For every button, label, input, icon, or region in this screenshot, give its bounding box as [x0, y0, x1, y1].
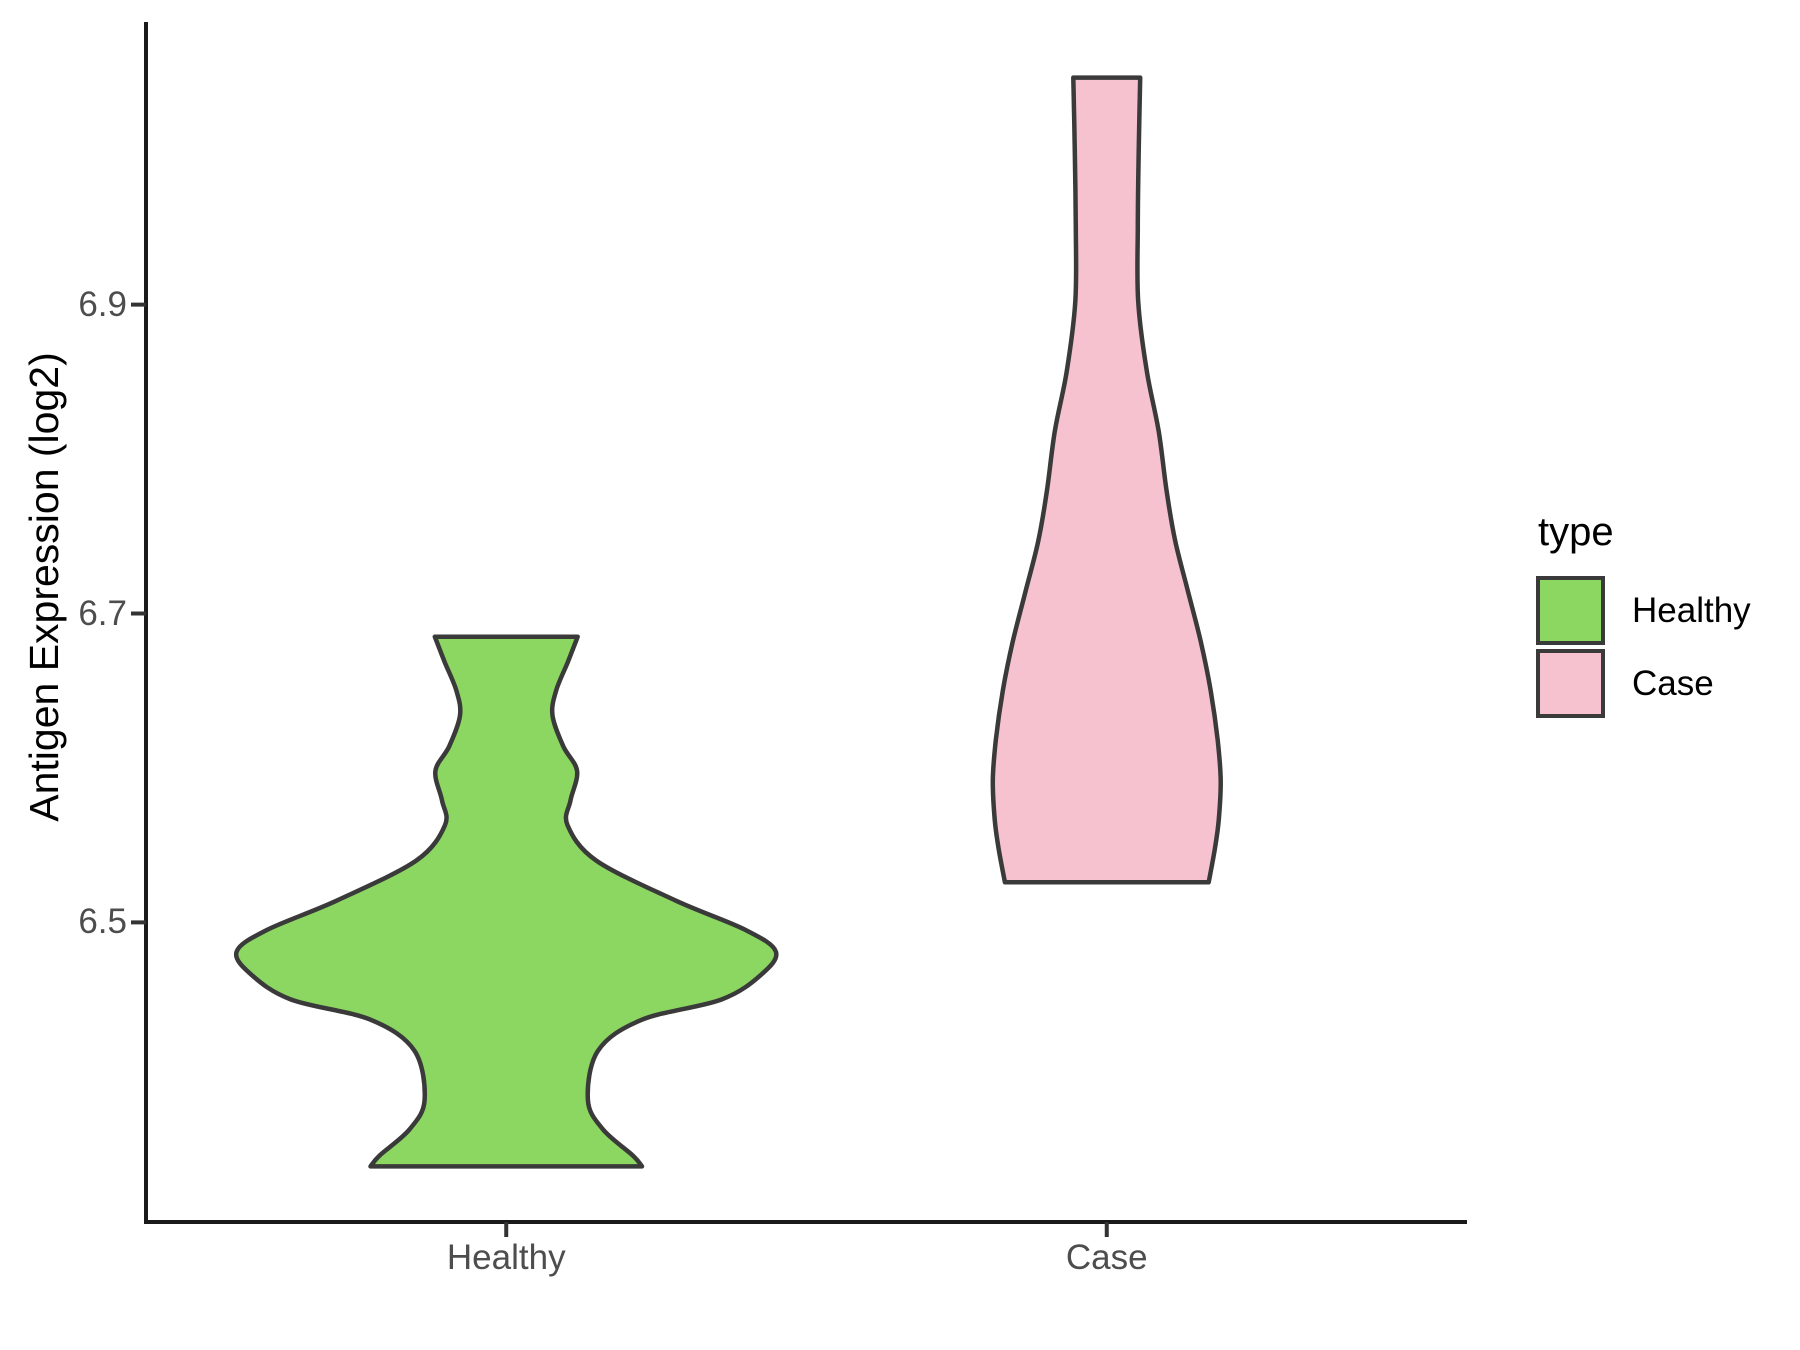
legend-entry-case: Case	[1536, 649, 1751, 718]
legend-entry-healthy: Healthy	[1536, 576, 1751, 645]
y-tick-label: 6.5	[78, 902, 127, 942]
legend-swatch-case	[1536, 649, 1605, 718]
legend-label: Case	[1632, 663, 1714, 703]
y-tick-label: 6.7	[78, 593, 127, 633]
violin-healthy	[233, 634, 779, 1169]
x-tick-label-case: Case	[1065, 1238, 1148, 1277]
y-tick-label: 6.9	[78, 284, 127, 324]
violin-case	[990, 75, 1223, 885]
legend-entries: Healthy Case	[1536, 576, 1751, 718]
legend-swatch-healthy	[1536, 576, 1605, 645]
legend-label: Healthy	[1632, 590, 1751, 630]
y-axis-title: Antigen Expression (log2)	[21, 352, 67, 822]
legend: type Healthy Case	[1536, 510, 1751, 722]
legend-title: type	[1538, 510, 1614, 554]
x-tick-label-healthy: Healthy	[446, 1238, 566, 1277]
